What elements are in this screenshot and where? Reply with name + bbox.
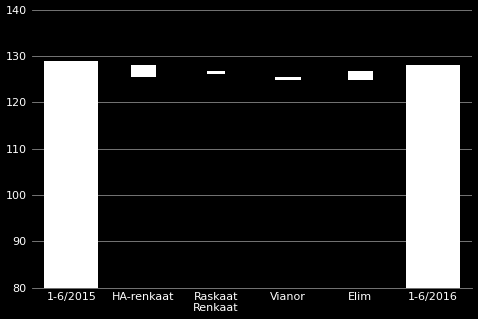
- Bar: [406, 65, 460, 288]
- Bar: [207, 71, 225, 73]
- Bar: [44, 61, 98, 288]
- Bar: [275, 77, 301, 80]
- Bar: [131, 65, 156, 77]
- Bar: [348, 71, 373, 80]
